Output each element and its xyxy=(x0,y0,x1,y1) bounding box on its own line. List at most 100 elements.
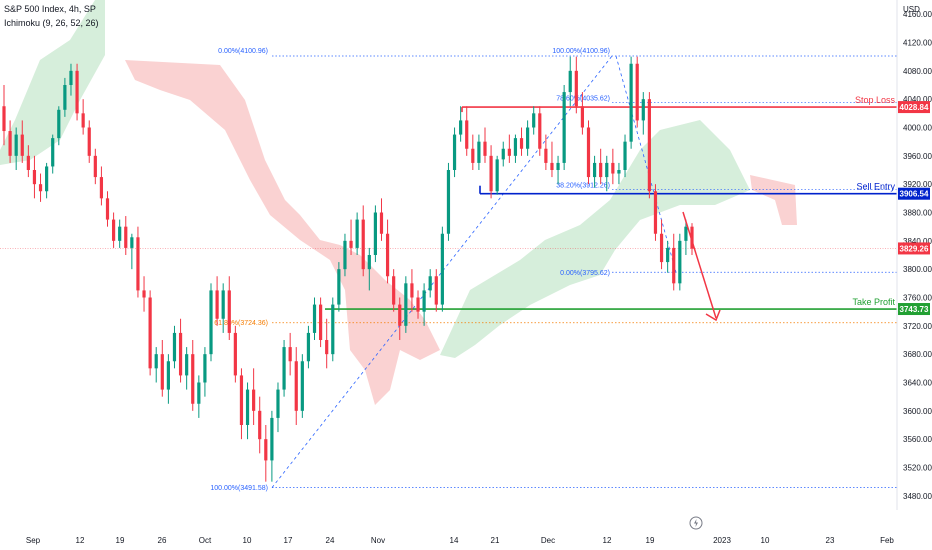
y-tick-label: 4040.00 xyxy=(903,95,932,104)
candle xyxy=(519,127,524,156)
y-tick-label: 3800.00 xyxy=(903,265,932,274)
candle xyxy=(197,375,201,418)
fib-level-label: 0.00%(3795.62) xyxy=(560,270,610,277)
candle xyxy=(410,269,414,312)
candle xyxy=(45,162,49,199)
candle xyxy=(14,127,18,170)
candle xyxy=(221,283,225,333)
candle xyxy=(647,92,651,199)
candle xyxy=(538,106,542,156)
candle xyxy=(684,219,688,255)
cloud-bear-1 xyxy=(125,60,440,405)
x-tick-label: Oct xyxy=(199,536,212,545)
candle xyxy=(532,106,536,135)
candle xyxy=(87,120,91,163)
candle xyxy=(331,297,335,362)
candle xyxy=(130,233,134,270)
candle xyxy=(124,216,128,255)
price-level-label: Take Profit xyxy=(852,297,895,307)
price-badge-text: 3906.54 xyxy=(900,190,929,199)
x-tick-label: 19 xyxy=(646,536,655,545)
candle xyxy=(635,56,639,128)
candle xyxy=(227,276,231,340)
candle xyxy=(57,106,61,146)
candle xyxy=(81,99,85,135)
price-badge-text: 4028.84 xyxy=(900,103,929,112)
y-tick-label: 3760.00 xyxy=(903,294,932,303)
fib-trend-line-2 xyxy=(615,55,677,273)
candle xyxy=(611,148,615,185)
candle xyxy=(422,283,426,326)
price-badge-text: 3743.73 xyxy=(900,305,929,314)
y-tick-label: 4160.00 xyxy=(903,10,932,19)
price-badges: 4028.84 3906.54 3829.26 3743.73 xyxy=(898,101,930,316)
candle xyxy=(142,276,146,312)
candle xyxy=(385,219,390,284)
candle xyxy=(666,240,670,273)
candle xyxy=(495,155,499,195)
candle xyxy=(477,134,481,170)
candle xyxy=(26,145,30,178)
x-tick-label: 2023 xyxy=(713,536,731,545)
price-level-lines[interactable]: Stop Loss Sell Entry Take Profit xyxy=(0,95,897,310)
candle xyxy=(105,191,110,227)
x-tick-label: 12 xyxy=(603,536,612,545)
candle xyxy=(373,205,377,263)
candle xyxy=(379,198,384,241)
projection-arrow xyxy=(682,211,721,322)
candle xyxy=(2,85,6,146)
candle xyxy=(513,134,518,163)
symbol-title[interactable]: S&P 500 Index, 4h, SP xyxy=(4,4,96,14)
candle xyxy=(459,106,463,142)
candle xyxy=(398,297,402,340)
lightning-icon[interactable] xyxy=(689,516,703,530)
candle xyxy=(672,233,676,291)
price-badge-text: 3829.26 xyxy=(900,244,929,253)
candle xyxy=(209,283,213,362)
candle xyxy=(172,325,177,369)
candle xyxy=(617,162,621,185)
currency-label: USD xyxy=(903,5,920,14)
candle xyxy=(452,127,457,178)
candle xyxy=(605,155,609,192)
candle xyxy=(641,92,645,135)
candle xyxy=(501,141,505,167)
fib-level-label: 78.60%(4035.62) xyxy=(556,95,610,102)
candle xyxy=(586,120,591,185)
y-tick-label: 3920.00 xyxy=(903,180,932,189)
x-tick-label: 26 xyxy=(158,536,167,545)
x-tick-label: Nov xyxy=(371,536,385,545)
price-level-label: Stop Loss xyxy=(855,95,896,105)
fib-level-label: 38.20%(3912.26) xyxy=(556,183,610,190)
candle xyxy=(118,219,122,248)
price-badge xyxy=(898,242,930,255)
candle xyxy=(550,141,554,178)
chart-title[interactable]: S&P 500 Index, 4h, SP xyxy=(4,3,96,15)
candle xyxy=(562,85,566,170)
candle xyxy=(306,325,311,369)
candle xyxy=(38,173,43,202)
candle xyxy=(337,262,341,312)
y-tick-label: 4080.00 xyxy=(903,67,932,76)
candle xyxy=(63,77,67,117)
y-tick-label: 3960.00 xyxy=(903,152,932,161)
candle xyxy=(361,205,365,277)
candle xyxy=(434,269,438,312)
candle xyxy=(428,269,432,298)
y-tick-label: 3880.00 xyxy=(903,209,932,218)
candle xyxy=(446,162,451,241)
x-tick-label: 21 xyxy=(491,536,500,545)
x-tick-label: Sep xyxy=(26,536,41,545)
candle xyxy=(32,155,37,199)
candle xyxy=(111,212,116,248)
x-tick-label: Feb xyxy=(880,536,894,545)
candle xyxy=(623,134,627,178)
candle xyxy=(148,290,152,376)
candle xyxy=(526,120,530,156)
candle xyxy=(355,212,359,255)
indicator-label[interactable]: Ichimoku (9, 26, 52, 26) xyxy=(4,18,99,28)
x-tick-label: 17 xyxy=(284,536,293,545)
y-tick-label: 3720.00 xyxy=(903,322,932,331)
projection-arrow-line xyxy=(682,211,717,319)
